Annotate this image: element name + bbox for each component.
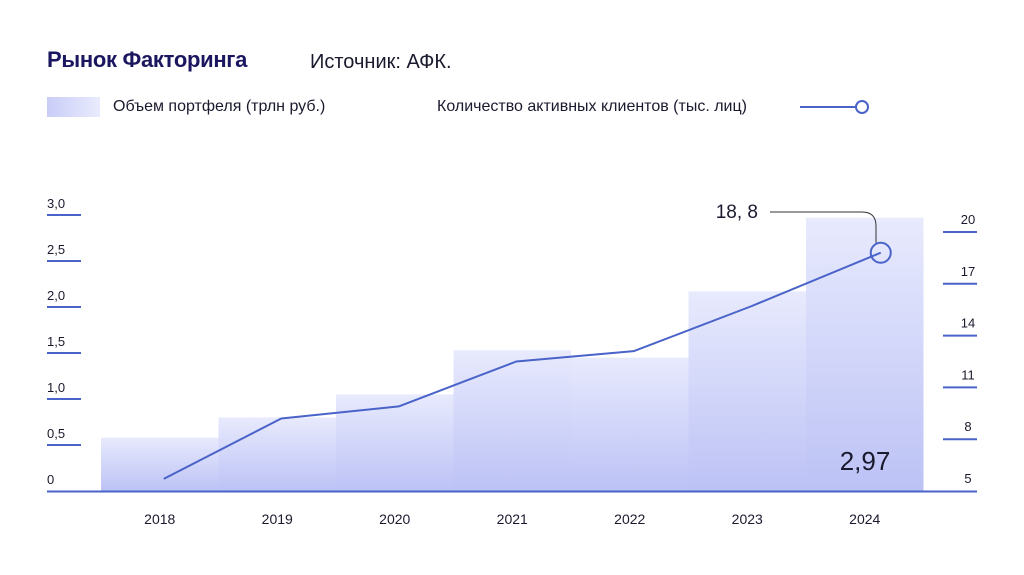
- bar-2021: [453, 350, 571, 491]
- left-tick-label: 1,0: [47, 380, 65, 395]
- clients-line: [163, 251, 882, 480]
- x-tick-label: 2023: [732, 511, 763, 527]
- left-tick-label: 0,5: [47, 426, 65, 441]
- x-tick-label: 2022: [614, 511, 645, 527]
- bar-2018: [101, 437, 219, 491]
- x-tick-label: 2020: [379, 511, 410, 527]
- x-tick-label: 2018: [144, 511, 175, 527]
- legend-line-label: Количество активных клиентов (тыс. лиц): [437, 98, 747, 115]
- callout-leader: [770, 211, 877, 243]
- clients-last-point: [869, 241, 892, 264]
- right-tick-label: 14: [961, 316, 975, 331]
- bar-2019: [218, 417, 336, 491]
- right-tick-label: 11: [961, 367, 975, 382]
- left-tick-label: 2,5: [47, 242, 65, 257]
- line-last-value: 18, 8: [716, 202, 758, 223]
- right-tick-label: 20: [961, 212, 975, 227]
- source-label: Источник: АФК.: [310, 51, 452, 73]
- x-tick-label: 2021: [497, 511, 528, 527]
- left-tick-label: 3,0: [47, 196, 65, 211]
- right-tick-label: 17: [961, 264, 975, 279]
- bar-2023: [688, 291, 806, 491]
- page-title: Рынок Факторинга: [47, 47, 248, 72]
- left-tick-label: 2,0: [47, 288, 65, 303]
- legend-bar-swatch: [47, 97, 100, 117]
- left-tick-label: 0: [47, 472, 54, 487]
- bar-2024: [806, 217, 924, 491]
- bar-last-value: 2,97: [840, 446, 891, 476]
- bar-2022: [571, 357, 689, 491]
- right-tick-label: 8: [964, 419, 971, 434]
- right-tick-label: 5: [964, 471, 971, 486]
- bar-2020: [336, 394, 454, 491]
- x-tick-label: 2024: [849, 511, 880, 527]
- left-tick-label: 1,5: [47, 334, 65, 349]
- legend-line-marker: [800, 100, 869, 114]
- x-tick-label: 2019: [262, 511, 293, 527]
- legend-bar-label: Объем портфеля (трлн руб.): [113, 98, 326, 115]
